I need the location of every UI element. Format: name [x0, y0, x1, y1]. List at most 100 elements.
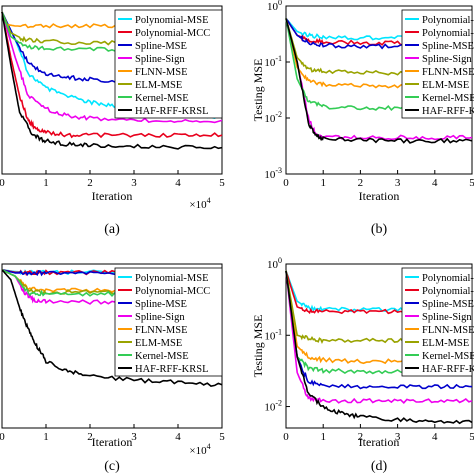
legend-label: Polynomial-MSE: [422, 15, 474, 26]
legend-label: Polynomial-MCC: [422, 286, 474, 297]
legend-frame: [114, 267, 223, 377]
axis-layer: 0 1 2 3 4 5: [0, 170, 225, 189]
legend-label: FLNN-MSE: [422, 325, 474, 336]
panel-caption: (c): [104, 459, 120, 474]
y-tick-label: 100: [267, 256, 282, 271]
legend-label: Spline-Sign: [135, 54, 185, 65]
axis-layer: 0 1 2 3 4 5 100 10-1 10-2: [264, 256, 474, 443]
x-tick-label: 2: [358, 431, 364, 443]
x-tick-label: 5: [469, 177, 474, 189]
y-axis-label: Testing MSE: [251, 315, 265, 378]
legend: Polynomial-MSE Polynomial-MCC Spline-MSE Sp…: [114, 9, 223, 119]
x-tick-label: 1: [43, 177, 49, 189]
legend-label: Kernel-MSE: [135, 351, 189, 362]
x-tick-label: 5: [219, 431, 225, 443]
x-scale-multiplier-exponent: 4: [207, 196, 211, 205]
x-tick-label: 0: [0, 431, 5, 443]
x-tick-label: 3: [131, 177, 137, 189]
series-line-spline-sign: [285, 270, 473, 404]
x-axis-label: Iteration: [92, 189, 133, 203]
legend-frame: [401, 9, 473, 119]
panel-b: 0 1 2 3 4 5 100 10-1 10-2 10-3 Polynomial-MSE Poly…: [251, 0, 474, 237]
legend-label: Spline-MSE: [135, 41, 187, 52]
x-scale-multiplier-base: ×10: [189, 199, 207, 211]
legend-label: Spline-MSE: [422, 299, 474, 310]
x-tick-label: 3: [395, 431, 401, 443]
x-tick-label: 3: [395, 177, 401, 189]
panel-caption: (d): [371, 459, 388, 474]
x-tick-label: 4: [432, 431, 438, 443]
legend-label: ELM-MSE: [422, 80, 469, 91]
x-axis-label: Iteration: [359, 189, 400, 203]
x-scale-multiplier: ×104: [189, 196, 210, 211]
x-tick-label: 2: [358, 177, 364, 189]
legend-label: HAF-RFF-KRSL: [422, 106, 474, 117]
series-line-haf-rff-krsl: [1, 269, 223, 387]
x-scale-multiplier-base: ×10: [189, 445, 207, 457]
legend-label: HAF-RFF-KRSL: [135, 364, 209, 375]
x-tick-label: 2: [87, 177, 93, 189]
legend-label: Spline-MSE: [135, 299, 187, 310]
legend-frame: [401, 267, 473, 377]
legend-label: Polynomial-MCC: [422, 28, 474, 39]
x-tick-label: 3: [131, 431, 137, 443]
legend-label: FLNN-MSE: [135, 67, 188, 78]
x-tick-label: 4: [432, 177, 438, 189]
x-tick-label: 0: [283, 177, 289, 189]
legend-frame: [114, 9, 223, 119]
y-axis-label: Testing MSE: [251, 59, 265, 122]
series-line-spline-sign: [1, 11, 223, 124]
x-scale-multiplier-exponent: 4: [207, 442, 211, 451]
x-axis-label: Iteration: [92, 435, 133, 449]
legend-label: ELM-MSE: [135, 80, 182, 91]
y-tick-label: 10-1: [264, 327, 282, 342]
legend-label: Kernel-MSE: [422, 351, 474, 362]
legend: Polynomial-MSE Polynomial-MCC Spline-MSE Sp…: [114, 267, 223, 377]
panel-caption: (a): [104, 222, 120, 237]
x-tick-label: 1: [320, 177, 326, 189]
legend-label: FLNN-MSE: [422, 67, 474, 78]
series-line-haf-rff-krsl: [285, 18, 473, 144]
legend-label: HAF-RFF-KRSL: [135, 106, 209, 117]
panel-caption: (b): [371, 222, 388, 237]
legend-label: Polynomial-MSE: [135, 273, 209, 284]
legend-label: Spline-MSE: [422, 41, 474, 52]
x-tick-label: 1: [43, 431, 49, 443]
x-tick-label: 5: [469, 431, 474, 443]
x-scale-multiplier: ×104: [189, 442, 210, 457]
legend-label: Kernel-MSE: [422, 93, 474, 104]
y-tick-label: 10-1: [264, 54, 282, 69]
legend-label: Kernel-MSE: [135, 93, 189, 104]
legend-label: Spline-Sign: [422, 312, 472, 323]
x-tick-label: 4: [175, 177, 181, 189]
x-tick-label: 4: [175, 431, 181, 443]
legend-label: Spline-Sign: [422, 54, 472, 65]
series-line-haf-rff-krsl: [285, 270, 473, 425]
legend: Polynomial-MSE Polynomial-MCC Spline-MSE Sp…: [401, 267, 474, 377]
legend-label: HAF-RFF-KRSL: [422, 364, 474, 375]
y-tick-label: 10-3: [264, 166, 282, 181]
legend-label: FLNN-MSE: [135, 325, 188, 336]
legend-label: ELM-MSE: [135, 338, 182, 349]
series-line-polynomial-mcc: [1, 11, 223, 139]
y-tick-label: 10-2: [264, 110, 282, 125]
legend-label: ELM-MSE: [422, 338, 469, 349]
x-tick-label: 0: [283, 431, 289, 443]
x-tick-label: 5: [219, 177, 225, 189]
y-tick-label: 10-2: [264, 399, 282, 414]
x-tick-label: 1: [320, 431, 326, 443]
legend-label: Polynomial-MSE: [422, 273, 474, 284]
series-line-haf-rff-krsl: [1, 11, 223, 150]
legend-label: Polynomial-MSE: [135, 15, 209, 26]
x-axis-label: Iteration: [359, 435, 400, 449]
legend-label: Spline-Sign: [135, 312, 185, 323]
legend-label: Polynomial-MCC: [135, 28, 210, 39]
y-tick-label: 100: [267, 0, 282, 13]
x-tick-label: 0: [0, 177, 5, 189]
axis-layer: 0 1 2 3 4 5 100 10-1 10-2 10-3: [264, 0, 474, 189]
legend-label: Polynomial-MCC: [135, 286, 210, 297]
